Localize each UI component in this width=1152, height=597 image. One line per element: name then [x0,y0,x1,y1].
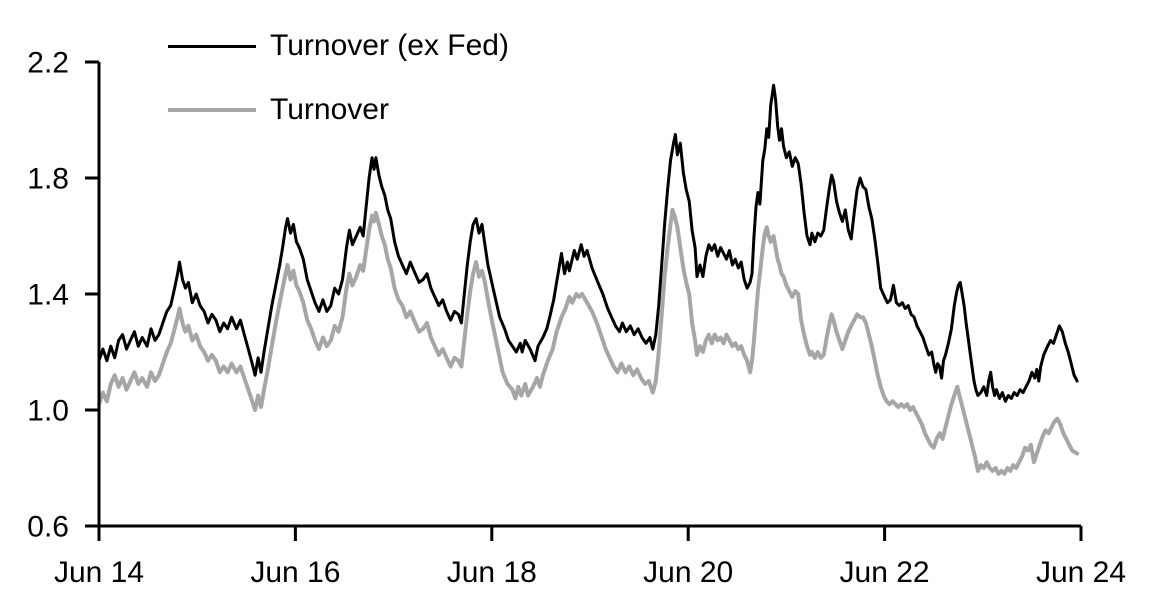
x-tick-label: Jun 20 [643,556,733,589]
series-line-turnover [97,207,1080,476]
y-tick-label: 1.4 [27,279,69,312]
y-tick-label: 0.6 [27,511,69,544]
x-tick-label: Jun 22 [840,556,930,589]
y-tick-label: 2.2 [27,47,69,80]
x-tick-label: Jun 18 [447,556,537,589]
legend-label-turnover-ex-fed: Turnover (ex Fed) [270,29,509,62]
legend-line-swatch-gray [168,108,256,112]
legend-line-swatch-black [168,44,256,48]
y-tick-label: 1.8 [27,163,69,196]
legend-item-turnover-ex-fed: Turnover (ex Fed) [168,28,509,64]
legend-label-turnover: Turnover [270,93,389,126]
chart-legend: Turnover (ex Fed) Turnover [168,28,509,156]
x-tick-label: Jun 16 [250,556,340,589]
legend-item-turnover: Turnover [168,92,509,128]
x-tick-label: Jun 24 [1036,556,1126,589]
series-line-turnover-ex-fed [97,83,1079,403]
x-tick-label: Jun 14 [54,556,144,589]
y-tick-label: 1.0 [27,395,69,428]
